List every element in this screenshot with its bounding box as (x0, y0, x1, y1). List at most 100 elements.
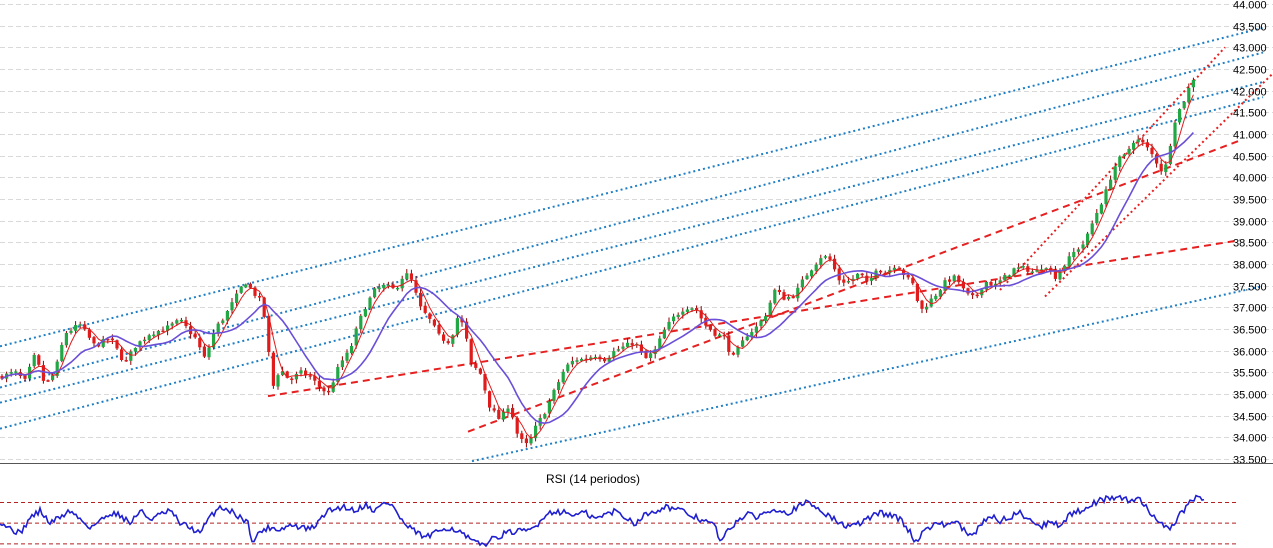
bearish-candle (115, 340, 119, 349)
bearish-candle (41, 365, 45, 381)
bullish-candle (561, 371, 565, 383)
bullish-candle (382, 284, 386, 289)
bullish-candle (1095, 212, 1099, 224)
bullish-candle (1173, 122, 1177, 147)
bearish-candle (423, 305, 427, 313)
bullish-candle (1007, 275, 1011, 277)
bullish-candle (1012, 268, 1016, 276)
bearish-candle (465, 321, 469, 339)
bullish-candle (925, 306, 929, 310)
bearish-candle (1150, 147, 1154, 155)
bullish-candle (60, 344, 64, 361)
bullish-candle (1118, 156, 1122, 168)
bullish-candle (653, 349, 657, 355)
price-candles (0, 77, 1195, 448)
blue-channel-line (0, 96, 1264, 430)
bearish-candle (409, 273, 413, 280)
bullish-candle (1003, 275, 1007, 281)
bullish-candle (819, 258, 823, 265)
bullish-candle (1040, 269, 1044, 271)
bullish-candle (51, 375, 55, 381)
bearish-candle (906, 274, 910, 278)
bearish-candle (198, 338, 202, 348)
bearish-candle (0, 375, 4, 379)
bearish-candle (584, 358, 588, 361)
bearish-candle (46, 380, 50, 382)
bullish-candle (649, 353, 653, 359)
y-tick-label: 33.500 (1233, 455, 1267, 467)
bullish-candle (244, 284, 248, 288)
bullish-candle (386, 284, 390, 287)
bullish-candle (156, 330, 160, 336)
bullish-candle (1090, 223, 1094, 235)
bearish-candle (313, 375, 317, 381)
bearish-candle (695, 308, 699, 311)
bullish-candle (547, 401, 551, 414)
bearish-candle (520, 433, 524, 440)
bullish-candle (1063, 265, 1067, 272)
bearish-candle (1141, 139, 1145, 143)
bearish-candle (957, 275, 961, 283)
bullish-candle (1187, 87, 1191, 103)
bullish-candle (575, 360, 579, 362)
bullish-candle (998, 280, 1002, 284)
bullish-candle (800, 279, 804, 288)
bearish-candle (317, 380, 321, 387)
y-tick-label: 43.500 (1233, 22, 1267, 34)
bullish-candle (580, 358, 584, 361)
bullish-candle (455, 318, 459, 335)
bearish-candle (469, 339, 473, 364)
bearish-candle (285, 371, 289, 378)
bullish-candle (225, 311, 229, 321)
bullish-candle (543, 414, 547, 419)
bullish-candle (662, 329, 666, 339)
bullish-candle (501, 411, 505, 420)
bearish-candle (897, 268, 901, 270)
bullish-candle (235, 293, 239, 304)
bullish-candle (207, 347, 211, 358)
y-tick-label: 40.500 (1233, 152, 1267, 164)
bullish-candle (607, 357, 611, 362)
bearish-candle (791, 296, 795, 299)
bullish-candle (9, 372, 13, 374)
bullish-candle (814, 264, 818, 271)
bearish-candle (524, 438, 528, 444)
bearish-candle (37, 355, 41, 365)
bullish-candle (179, 319, 183, 322)
bullish-candle (1127, 149, 1131, 154)
rsi-panel-title: RSI (14 periodos) (546, 472, 640, 486)
bullish-candle (685, 309, 689, 312)
bullish-candle (396, 287, 400, 290)
bullish-candle (1035, 269, 1039, 272)
bearish-candle (966, 288, 970, 294)
bullish-candle (938, 290, 942, 297)
bearish-candle (731, 352, 735, 355)
bullish-candle (175, 320, 179, 324)
bearish-candle (975, 294, 979, 297)
bullish-candle (451, 335, 455, 344)
bearish-candle (644, 350, 648, 359)
y-tick-label: 41.000 (1233, 130, 1267, 142)
bullish-candle (1021, 266, 1025, 268)
bullish-candle (350, 346, 354, 354)
bullish-candle (557, 382, 561, 391)
fast-moving-average-line (1, 94, 1194, 439)
y-tick-label: 38.000 (1233, 260, 1267, 272)
bearish-candle (308, 375, 312, 377)
bullish-candle (570, 360, 574, 365)
bullish-candle (170, 323, 174, 326)
bullish-candle (612, 351, 616, 358)
bullish-candle (892, 267, 896, 271)
bearish-candle (428, 313, 432, 319)
bearish-candle (497, 409, 501, 419)
bullish-candle (658, 338, 662, 349)
bullish-candle (1132, 142, 1136, 150)
bearish-candle (87, 329, 91, 338)
bearish-candle (253, 287, 257, 296)
bearish-candle (110, 338, 114, 340)
bullish-candle (952, 275, 956, 282)
bullish-candle (856, 273, 860, 279)
bearish-candle (419, 292, 423, 307)
bullish-candle (143, 339, 147, 342)
bearish-candle (603, 358, 607, 362)
